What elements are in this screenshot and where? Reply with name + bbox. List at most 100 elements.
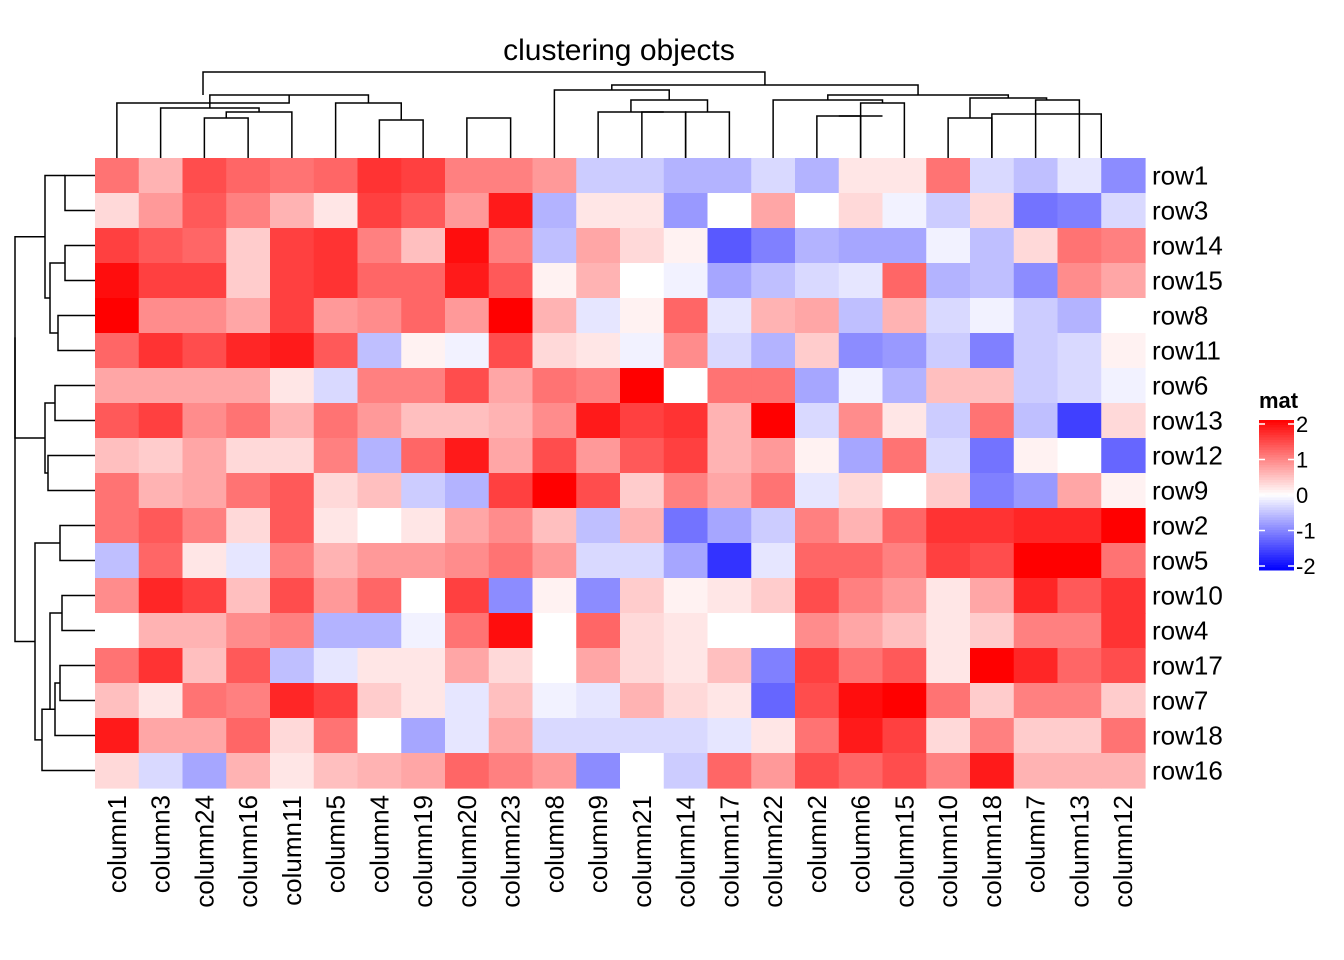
heatmap-cell <box>751 298 796 334</box>
column-label: column23 <box>496 795 526 908</box>
row-dendrogram-link <box>59 524 95 562</box>
heatmap-cell <box>926 403 971 439</box>
heatmap-cell <box>620 508 665 544</box>
heatmap-cell <box>795 718 840 754</box>
heatmap-cell <box>663 368 709 404</box>
legend-color-step <box>1259 440 1294 443</box>
column-dendrogram-link <box>772 99 884 158</box>
heatmap-cell <box>532 298 577 334</box>
heatmap-cell <box>663 648 709 684</box>
heatmap-cell <box>795 473 840 509</box>
heatmap-cell <box>488 228 534 264</box>
heatmap-cell <box>138 753 184 789</box>
heatmap-cell <box>882 648 927 684</box>
heatmap-cell <box>1013 438 1059 474</box>
heatmap-cell <box>182 228 227 264</box>
heatmap-cell <box>663 403 709 439</box>
row-label: row2 <box>1152 511 1208 541</box>
heatmap-cell <box>313 158 359 194</box>
heatmap-cell <box>138 438 184 474</box>
heatmap-cell <box>576 368 621 404</box>
heatmap-cell <box>445 543 490 579</box>
heatmap-cell <box>751 648 796 684</box>
heatmap-cell <box>663 683 709 719</box>
heatmap-cell <box>226 403 271 439</box>
heatmap-cell <box>663 438 709 474</box>
legend-color-step <box>1259 527 1294 531</box>
heatmap-cell <box>707 718 752 754</box>
legend-color-step <box>1259 537 1294 541</box>
column-dendrogram <box>116 71 1102 158</box>
heatmap-cell <box>795 508 840 544</box>
heatmap-cell <box>1013 613 1059 649</box>
row-dendrogram-link <box>41 708 95 772</box>
heatmap-cell <box>1101 298 1146 334</box>
heatmap-cell <box>795 263 840 299</box>
heatmap-cell <box>445 368 490 404</box>
row-dendrogram-link <box>14 236 45 439</box>
heatmap-cell <box>488 718 534 754</box>
heatmap-cell <box>663 333 709 369</box>
heatmap-cell <box>357 718 402 754</box>
legend-color-step <box>1259 487 1294 491</box>
legend-color-step <box>1259 430 1294 433</box>
heatmap-cell <box>270 333 315 369</box>
heatmap-cell <box>532 228 577 264</box>
heatmap-cell <box>620 438 665 474</box>
heatmap-cell <box>926 753 971 789</box>
heatmap-cell <box>313 648 359 684</box>
column-label: column14 <box>671 795 701 908</box>
row-label: row5 <box>1152 546 1208 576</box>
heatmap-cell <box>226 683 271 719</box>
row-label: row17 <box>1152 651 1223 681</box>
heatmap-cell <box>313 683 359 719</box>
column-label: column21 <box>627 795 657 908</box>
heatmap-cell <box>445 193 490 229</box>
heatmap-cell <box>401 473 446 509</box>
heatmap-cell <box>1013 718 1059 754</box>
heatmap-cell <box>488 263 534 299</box>
heatmap-cell <box>270 718 315 754</box>
heatmap-cell <box>838 718 884 754</box>
heatmap-cell <box>707 543 752 579</box>
heatmap-cell <box>270 473 315 509</box>
legend-color-step <box>1259 520 1294 523</box>
heatmap-cell <box>532 683 577 719</box>
column-labels: column1 column3 column24 column16 column11 co… <box>102 795 1138 908</box>
legend-color-step <box>1259 515 1294 518</box>
heatmap-cell <box>1057 158 1102 194</box>
heatmap-cell <box>313 333 359 369</box>
heatmap-cell <box>182 683 227 719</box>
heatmap-cell <box>838 648 884 684</box>
legend-color-step <box>1259 427 1294 431</box>
heatmap-cell <box>707 613 752 649</box>
heatmap-cell <box>226 193 271 229</box>
row-label: row14 <box>1152 231 1223 261</box>
heatmap-cell <box>1013 753 1059 789</box>
column-dendrogram-link <box>630 99 709 112</box>
heatmap-cell <box>882 683 927 719</box>
column-dendrogram-link <box>684 111 731 158</box>
heatmap-cell <box>882 578 927 614</box>
column-dendrogram-link <box>203 117 249 158</box>
heatmap-cell <box>576 228 621 264</box>
heatmap-cell <box>1057 333 1102 369</box>
heatmap-cell <box>445 578 490 614</box>
legend-color-step <box>1259 565 1294 568</box>
row-label: row1 <box>1152 161 1208 191</box>
heatmap-cell <box>576 473 621 509</box>
heatmap-cell <box>445 333 490 369</box>
heatmap-cell <box>838 438 884 474</box>
heatmap-cell <box>532 158 577 194</box>
heatmap-cell <box>1013 333 1059 369</box>
heatmap-cell <box>445 683 490 719</box>
heatmap-cell <box>838 753 884 789</box>
heatmap-cell <box>401 613 446 649</box>
row-label: row4 <box>1152 616 1208 646</box>
heatmap-cell <box>882 613 927 649</box>
column-label: column18 <box>977 795 1007 908</box>
heatmap-cell <box>182 753 227 789</box>
legend-color-step <box>1259 445 1294 448</box>
heatmap-cell <box>182 193 227 229</box>
heatmap-cell <box>970 473 1015 509</box>
